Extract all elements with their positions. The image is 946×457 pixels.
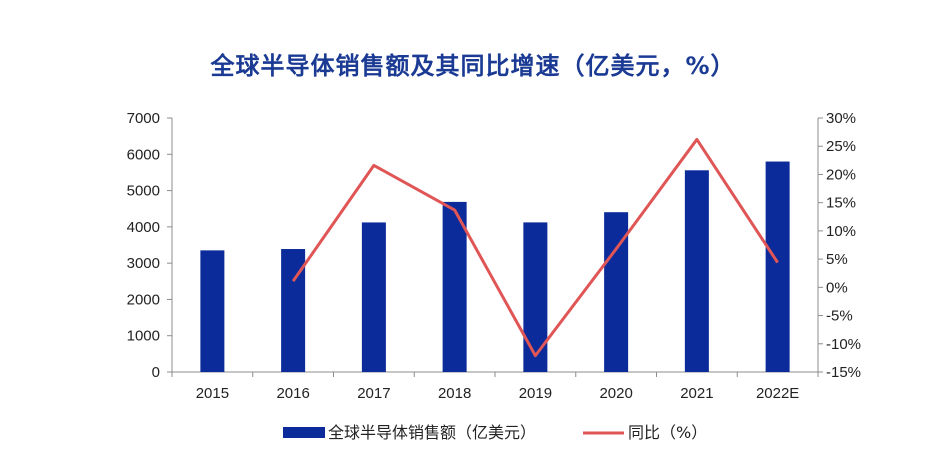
line-series bbox=[291, 137, 779, 358]
right-axis-tick-label: -15% bbox=[826, 364, 861, 381]
x-axis-tick-label: 2021 bbox=[680, 385, 713, 402]
right-axis-tick-label: 25% bbox=[826, 138, 856, 155]
left-axis-tick-label: 7000 bbox=[127, 110, 160, 127]
left-axis-tick-label: 6000 bbox=[127, 146, 160, 163]
left-axis-tick-label: 2000 bbox=[127, 291, 160, 308]
left-axis-tick-label: 1000 bbox=[127, 328, 160, 345]
right-axis-tick-label: 30% bbox=[826, 110, 856, 127]
yoy-line bbox=[291, 137, 779, 358]
bar bbox=[361, 222, 386, 372]
left-axis-tick-label: 3000 bbox=[127, 255, 160, 272]
x-axis-tick-label: 2017 bbox=[357, 385, 390, 402]
right-axis-tick-label: 5% bbox=[826, 251, 848, 268]
legend: 全球半导体销售额（亿美元） 同比（%） bbox=[283, 423, 707, 442]
left-axis-tick-label: 4000 bbox=[127, 219, 160, 236]
legend-label-line: 同比（%） bbox=[628, 423, 707, 442]
bar-series bbox=[200, 161, 790, 372]
x-axis-tick-label: 2019 bbox=[519, 385, 552, 402]
legend-label-bar: 全球半导体销售额（亿美元） bbox=[328, 423, 536, 442]
x-axis-tick-label: 2018 bbox=[438, 385, 471, 402]
x-axis-tick-label: 2020 bbox=[599, 385, 632, 402]
bar bbox=[765, 161, 790, 372]
bar bbox=[200, 250, 225, 372]
bar bbox=[442, 201, 467, 372]
x-axis-tick-label: 2022E bbox=[756, 385, 799, 402]
chart-title: 全球半导体销售额及其同比增速（亿美元，%） bbox=[210, 52, 736, 80]
right-axis-tick-label: 10% bbox=[826, 223, 856, 240]
legend-swatch-bar bbox=[283, 427, 325, 438]
bar bbox=[523, 222, 548, 372]
left-axis-tick-label: 0 bbox=[152, 364, 160, 381]
left-axis-tick-label: 5000 bbox=[127, 183, 160, 200]
right-axis-tick-label: 0% bbox=[826, 279, 848, 296]
axes: 0 1000 2000 3000 4000 5000 6000 7000 -15% -10% -5%… bbox=[127, 110, 861, 402]
right-axis-tick-label: 15% bbox=[826, 195, 856, 212]
x-axis-tick-label: 2015 bbox=[196, 385, 229, 402]
right-axis-tick-label: -5% bbox=[826, 308, 853, 325]
x-axis-tick-label: 2016 bbox=[276, 385, 309, 402]
right-axis-tick-label: -10% bbox=[826, 336, 861, 353]
bar bbox=[684, 170, 709, 372]
right-axis-tick-label: 20% bbox=[826, 166, 856, 183]
